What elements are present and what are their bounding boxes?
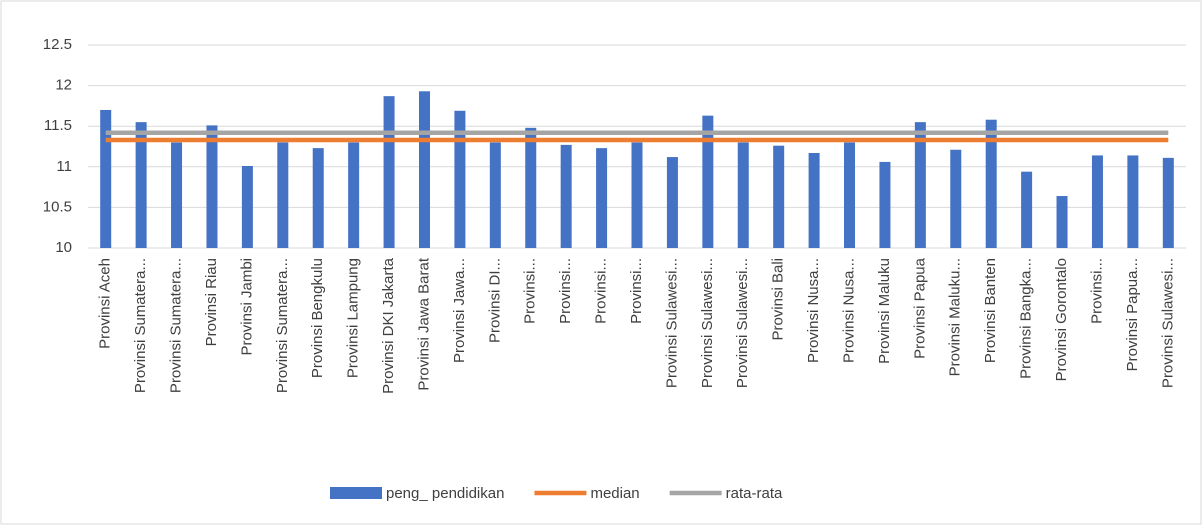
bar (844, 142, 856, 248)
bar (950, 149, 962, 248)
x-tick-label: Provinsi Maluku (876, 258, 893, 364)
x-tick-label: Provinsi... (628, 258, 645, 324)
bar (773, 145, 785, 248)
x-tick-label: Provinsi Jawa Barat (415, 257, 432, 390)
bar (1091, 155, 1103, 248)
bar (312, 148, 324, 248)
bar (985, 119, 997, 248)
bar (489, 142, 501, 248)
bar (914, 122, 926, 248)
y-tick-label: 11 (56, 158, 72, 175)
bar (596, 148, 608, 248)
bar (1162, 157, 1174, 248)
legend-label: rata-rata (726, 485, 783, 502)
y-tick-label: 10 (55, 239, 72, 256)
x-tick-label: Provinsi... (557, 258, 574, 324)
x-tick-label: Provinsi Bengkulu (309, 258, 326, 378)
bar (277, 142, 289, 248)
bar (1127, 155, 1139, 248)
x-tick-label: Provinsi Bali (770, 258, 787, 341)
x-tick-label: Provinsi Sulawesi... (1159, 258, 1176, 388)
x-tick-label: Provinsi Riau (203, 258, 220, 346)
x-tick-label: Provinsi Banten (982, 258, 999, 363)
x-tick-label: Provinsi Jawa... (451, 258, 468, 363)
x-tick-label: Provinsi Papua (911, 257, 928, 359)
bar (631, 142, 643, 248)
bar (666, 157, 678, 248)
bar (560, 144, 572, 248)
x-tick-label: Provinsi Gorontalo (1053, 258, 1070, 381)
bar (1021, 171, 1033, 248)
x-tick-label: Provinsi Sulawesi... (663, 258, 680, 388)
bar (1056, 196, 1068, 248)
x-tick-label: Provinsi Bangka... (1018, 258, 1035, 379)
y-tick-label: 12 (55, 77, 72, 94)
bar (241, 165, 253, 248)
x-tick-label: Provinsi Maluku... (947, 258, 964, 376)
x-tick-label: Provinsi Aceh (97, 258, 114, 349)
y-tick-label: 10.5 (43, 198, 72, 215)
y-tick-label: 11.5 (44, 117, 72, 134)
bar (454, 110, 466, 248)
x-tick-label: Provinsi Nusa... (840, 258, 857, 363)
x-tick-label: Provinsi Sumatera... (132, 258, 149, 393)
y-tick-label: 12.5 (43, 36, 72, 53)
bar (100, 109, 112, 249)
bar (135, 122, 147, 248)
x-tick-label: Provinsi... (1088, 258, 1105, 324)
bar (525, 127, 537, 248)
bar (348, 142, 360, 248)
legend-swatch (330, 487, 382, 499)
bar (737, 142, 749, 248)
legend-label: median (590, 485, 639, 502)
x-tick-label: Provinsi DI... (486, 258, 503, 343)
x-tick-label: Provinsi Lampung (345, 258, 362, 378)
x-tick-label: Provinsi DKI Jakarta (380, 257, 397, 394)
bar (879, 161, 891, 248)
bar (206, 125, 218, 248)
x-tick-label: Provinsi Sulawesi... (734, 258, 751, 388)
legend-label: peng_ pendidikan (386, 485, 504, 502)
x-tick-label: Provinsi Papua... (1124, 258, 1141, 371)
bar (418, 91, 430, 248)
x-tick-label: Provinsi Sumatera... (168, 258, 185, 393)
bar (808, 152, 820, 248)
bar (702, 115, 714, 248)
bar (171, 142, 183, 248)
x-tick-label: Provinsi... (522, 258, 539, 324)
bar (383, 96, 395, 248)
x-tick-label: Provinsi Jambi (238, 258, 255, 356)
x-tick-label: Provinsi Nusa... (805, 258, 822, 363)
x-tick-label: Provinsi Sulawesi... (699, 258, 716, 388)
x-tick-label: Provinsi... (593, 258, 610, 324)
x-tick-label: Provinsi Sumatera... (274, 258, 291, 393)
